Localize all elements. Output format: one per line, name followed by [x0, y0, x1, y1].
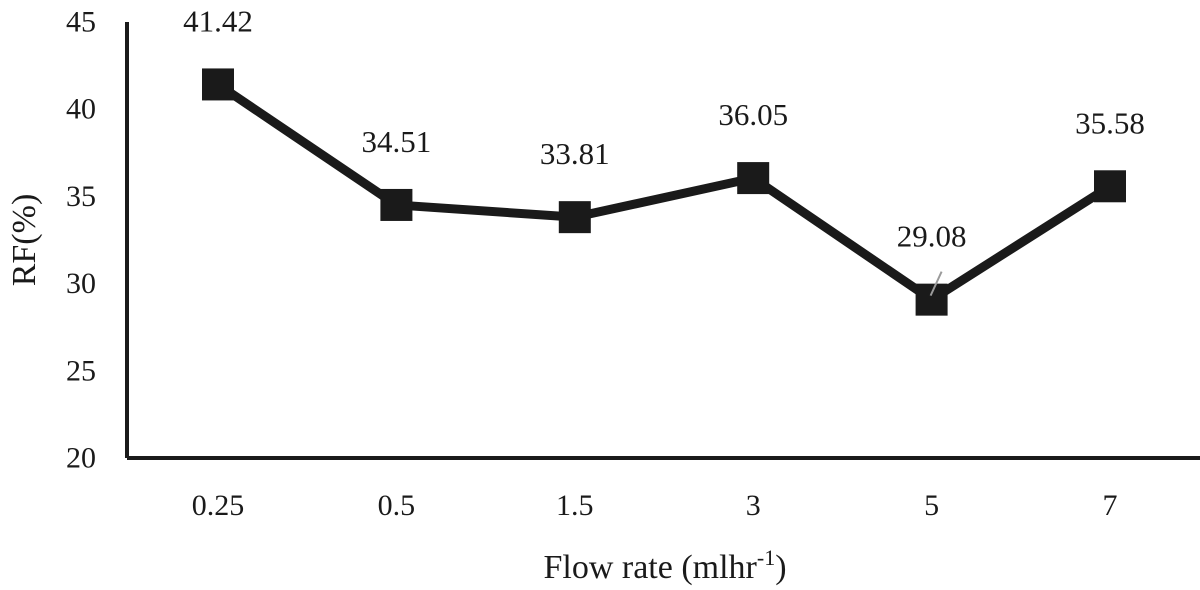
data-label-leader [929, 271, 943, 297]
data-point-marker [915, 283, 948, 316]
series-line [215, 80, 1113, 305]
data-label: 36.05 [718, 97, 788, 132]
series-markers [202, 68, 1126, 316]
y-tick-label: 35 [66, 180, 96, 213]
x-tick-label: 5 [924, 489, 939, 522]
y-tick-label: 20 [66, 442, 96, 475]
data-point-marker [558, 201, 591, 234]
data-label: 41.42 [183, 3, 253, 38]
data-label: 33.81 [540, 136, 610, 171]
x-tick-label: 3 [746, 489, 761, 522]
y-tick-label: 45 [66, 6, 96, 39]
data-point-marker [737, 162, 770, 195]
y-axis-ticks: 20 25 30 35 40 45 [66, 6, 96, 475]
y-axis-label: RF(%) [6, 194, 43, 287]
data-label: 35.58 [1075, 105, 1145, 140]
x-tick-label: 7 [1103, 489, 1118, 522]
y-tick-label: 25 [66, 354, 96, 387]
x-axis-label-suffix: ) [775, 549, 786, 586]
data-point-marker [380, 188, 413, 221]
x-tick-label: 1.5 [556, 489, 594, 522]
y-tick-label: 40 [66, 93, 96, 126]
data-label: 29.08 [897, 219, 967, 254]
x-tick-label: 0.25 [192, 489, 245, 522]
x-axis-label: Flow rate (mlhr-1) [543, 545, 786, 586]
data-labels: 41.42 34.51 33.81 36.05 29.08 35.58 [183, 3, 1145, 297]
x-tick-label: 0.5 [378, 489, 416, 522]
x-axis-ticks: 0.25 0.5 1.5 3 5 7 [192, 489, 1118, 522]
data-point-marker [202, 68, 234, 101]
x-axis-label-text: Flow rate (mlhr [543, 549, 757, 586]
data-label: 34.51 [362, 124, 432, 159]
y-tick-label: 30 [66, 267, 96, 300]
x-axis-label-superscript: -1 [757, 545, 775, 570]
data-point-marker [1094, 170, 1126, 203]
